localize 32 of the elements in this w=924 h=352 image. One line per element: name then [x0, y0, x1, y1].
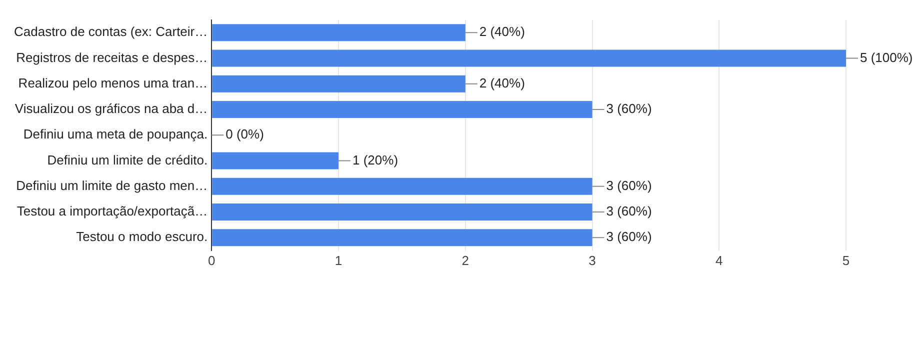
data-label: 5 (100%): [860, 50, 913, 65]
y-tick-label: Definiu uma meta de poupança.: [23, 126, 208, 142]
y-tick-label: Testou a importação/exportaçã…: [16, 204, 208, 219]
bar: [212, 100, 592, 118]
bar: [212, 203, 592, 220]
data-label: 3 (60%): [606, 101, 652, 116]
bar: [212, 178, 592, 195]
y-tick-label: Registros de receitas e despes…: [16, 50, 208, 65]
y-tick-label: Cadastro de contas (ex: Carteir…: [14, 24, 208, 40]
data-label: 1 (20%): [352, 152, 398, 168]
y-tick-label: Definiu um limite de crédito.: [47, 152, 208, 168]
data-label: 3 (60%): [606, 178, 652, 193]
x-tick-label: 1: [334, 252, 342, 268]
x-tick-label: 5: [842, 252, 850, 268]
y-tick-label: Realizou pelo menos uma tran…: [18, 75, 208, 90]
data-label: 2 (40%): [479, 24, 525, 40]
bar: [212, 24, 466, 42]
x-tick-label: 3: [588, 252, 596, 268]
y-tick-label: Visualizou os gráficos na aba d…: [14, 101, 208, 116]
y-tick-label: Definiu um limite de gasto men…: [16, 178, 208, 193]
data-label: 0 (0%): [226, 126, 264, 142]
x-tick-label: 0: [208, 252, 216, 268]
x-tick-label: 2: [462, 252, 469, 268]
x-tick-label: 4: [716, 252, 723, 268]
bar: [212, 50, 846, 67]
data-label: 2 (40%): [479, 75, 525, 90]
bar: [212, 152, 339, 170]
data-label: 3 (60%): [606, 229, 652, 244]
data-label: 3 (60%): [606, 204, 652, 219]
y-tick-label: Testou o modo escuro.: [76, 229, 208, 244]
bar: [212, 229, 592, 246]
bar: [212, 75, 466, 92]
